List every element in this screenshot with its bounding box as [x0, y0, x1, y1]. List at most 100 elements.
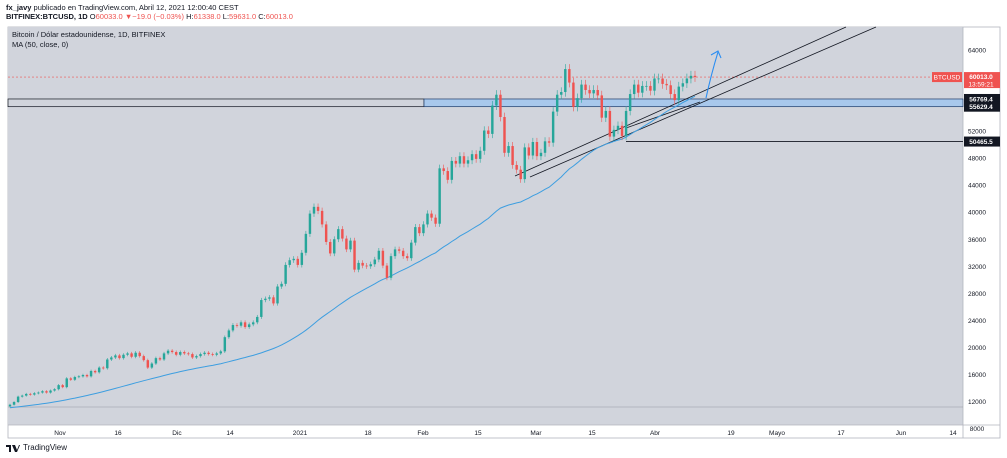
candle-body — [487, 130, 490, 134]
open-value: 60033.0 — [95, 12, 123, 21]
candle-body — [288, 260, 291, 265]
y-tick-label: 8000 — [970, 426, 985, 433]
candle-body — [150, 363, 154, 368]
low-value: 59631.0 — [229, 12, 257, 21]
change-value: −19.0 (−0.03%) — [132, 12, 184, 21]
candle-body — [637, 84, 640, 93]
chart-title: Bitcoin / Dólar estadounidense, 1D, BITF… — [12, 30, 165, 39]
candle-body — [146, 360, 150, 368]
candle-body — [12, 402, 16, 405]
candle-body — [215, 353, 218, 355]
author-name[interactable]: fx_javy — [6, 3, 32, 12]
y-tick-label: 28000 — [968, 291, 986, 298]
candle-body — [649, 85, 652, 91]
x-tick-label: 18 — [364, 430, 372, 437]
candle-body — [251, 322, 255, 325]
y-tick-label: 12000 — [968, 399, 986, 406]
candle-body — [422, 224, 425, 234]
candle-body — [239, 322, 243, 326]
candle-body — [268, 297, 271, 299]
candle-body — [628, 94, 632, 111]
candle-body — [653, 78, 656, 91]
candle-body — [333, 239, 336, 254]
candle-body — [264, 298, 267, 301]
candle-body — [53, 389, 56, 391]
last-price-tag — [964, 72, 1000, 89]
change-down-icon: ▼ — [124, 12, 133, 21]
candle-body — [272, 297, 275, 304]
candle-body — [576, 98, 579, 107]
candle-body — [410, 242, 413, 259]
candle-body — [207, 352, 210, 355]
candle-body — [49, 390, 52, 393]
candle-body — [284, 264, 287, 284]
level-price-value: 55629.4 — [969, 104, 993, 111]
candle-body — [515, 164, 518, 170]
candle-body — [572, 82, 575, 107]
x-tick-label: Abr — [650, 430, 661, 437]
candle-body — [93, 370, 97, 373]
level-price-value: 56769.4 — [969, 96, 993, 103]
candle-body — [693, 75, 697, 78]
candle-body — [665, 83, 668, 86]
candle-body — [179, 352, 182, 355]
candle-body — [430, 213, 433, 218]
symbol-label: BITFINEX:BTCUSD, 1D — [6, 12, 88, 21]
x-tick-label: 14 — [949, 430, 957, 437]
y-tick-label: 16000 — [968, 372, 986, 379]
candle-body — [195, 356, 198, 358]
candle-body — [685, 78, 689, 84]
candle-body — [183, 352, 186, 354]
candle-body — [77, 376, 81, 378]
candle-body — [377, 250, 381, 260]
candle-body — [122, 354, 125, 359]
candle-body — [73, 377, 77, 380]
candle-body — [543, 141, 547, 153]
level-price-value: 50465.5 — [969, 139, 993, 146]
candle-body — [438, 168, 441, 224]
candle-body — [223, 337, 227, 352]
y-tick-label: 40000 — [968, 210, 986, 217]
candle-body — [69, 378, 73, 380]
candle-body — [511, 146, 514, 165]
candle-body — [393, 249, 397, 257]
y-tick-label: 32000 — [968, 264, 986, 271]
candle-body — [316, 206, 320, 211]
candle-body — [300, 252, 304, 265]
candle-body — [689, 75, 693, 79]
candle-body — [37, 392, 40, 394]
candle-body — [523, 147, 526, 180]
candle-body — [81, 375, 85, 377]
trend-line-short — [625, 101, 701, 129]
x-tick-label: Mayo — [769, 430, 785, 437]
candle-body — [478, 150, 482, 159]
candle-body — [296, 258, 299, 265]
candle-body — [592, 89, 595, 94]
candle-body — [426, 213, 429, 225]
x-tick-label: 15 — [588, 430, 596, 437]
x-tick-label: Mar — [530, 430, 542, 437]
candle-body — [406, 256, 409, 259]
tradingview-footer: TradingView — [6, 443, 67, 452]
candle-body — [584, 84, 587, 90]
candle-body — [673, 94, 676, 101]
high-label: H: — [186, 12, 194, 21]
candle-body — [454, 160, 458, 164]
candle-body — [65, 378, 68, 388]
x-tick-label: Jun — [896, 430, 907, 437]
candle-body — [641, 85, 644, 93]
candle-body — [126, 353, 129, 355]
candle-body — [324, 224, 328, 242]
candle-body — [588, 89, 591, 94]
candle-body — [304, 233, 308, 253]
close-label: C: — [258, 12, 266, 21]
candle-body — [539, 152, 543, 157]
candle-body — [29, 393, 32, 395]
candle-body — [110, 357, 113, 360]
candle-body — [211, 354, 214, 355]
x-tick-label: 19 — [727, 430, 735, 437]
candle-body — [162, 353, 166, 360]
ohlc-line: BITFINEX:BTCUSD, 1D O60033.0 ▼−19.0 (−0.… — [6, 12, 293, 21]
ma-line — [9, 95, 696, 409]
